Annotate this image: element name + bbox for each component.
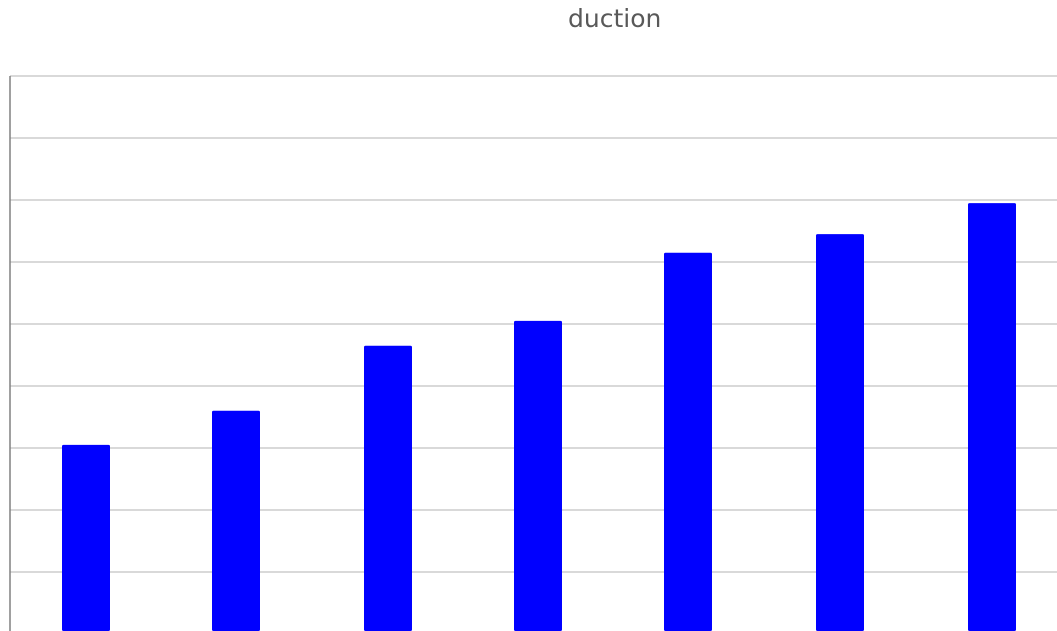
bar xyxy=(664,252,712,631)
bar xyxy=(212,410,260,631)
bars xyxy=(62,203,1016,631)
bar xyxy=(816,234,864,631)
bar xyxy=(968,203,1016,631)
chart-title: duction xyxy=(568,4,662,33)
bar xyxy=(514,320,562,631)
bar xyxy=(62,444,110,631)
bar xyxy=(364,345,412,631)
